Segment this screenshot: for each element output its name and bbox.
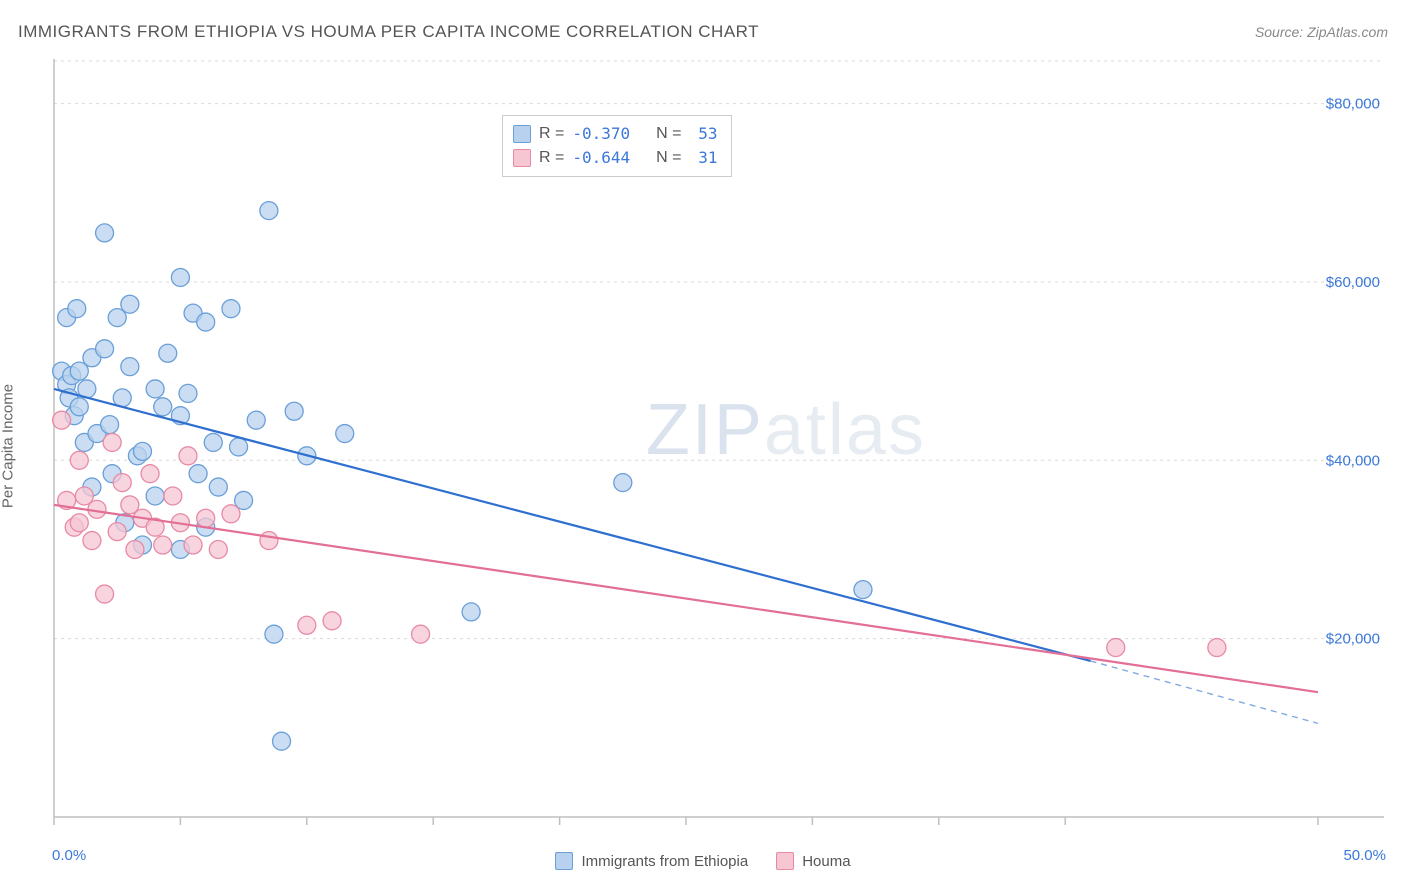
svg-text:$20,000: $20,000: [1326, 631, 1380, 648]
legend-swatch: [555, 852, 573, 870]
legend-label: Houma: [802, 853, 850, 870]
svg-text:$80,000: $80,000: [1326, 96, 1380, 113]
y-axis-label: Per Capita Income: [0, 384, 17, 508]
stats-row: R = -0.370 N = 53: [513, 122, 717, 146]
legend-item: Immigrants from Ethiopia: [555, 852, 748, 870]
r-value: -0.370: [572, 122, 630, 146]
n-label: N =: [656, 122, 681, 146]
legend-swatch: [776, 852, 794, 870]
n-label: N =: [656, 146, 681, 170]
legend-item: Houma: [776, 852, 850, 870]
r-label: R =: [539, 146, 564, 170]
n-value: 31: [689, 146, 717, 170]
legend-label: Immigrants from Ethiopia: [581, 853, 748, 870]
svg-text:$40,000: $40,000: [1326, 452, 1380, 469]
n-value: 53: [689, 122, 717, 146]
legend-bottom: Immigrants from Ethiopia Houma: [0, 852, 1406, 870]
stats-row: R = -0.644 N = 31: [513, 146, 717, 170]
r-value: -0.644: [572, 146, 630, 170]
plot-area: $20,000$40,000$60,000$80,000 ZIPatlas R …: [50, 55, 1388, 837]
stats-swatch: [513, 125, 531, 143]
title-row: IMMIGRANTS FROM ETHIOPIA VS HOUMA PER CA…: [18, 22, 1388, 42]
source-label: Source: ZipAtlas.com: [1255, 24, 1388, 40]
r-label: R =: [539, 122, 564, 146]
stats-swatch: [513, 149, 531, 167]
svg-text:$60,000: $60,000: [1326, 274, 1380, 291]
chart-title: IMMIGRANTS FROM ETHIOPIA VS HOUMA PER CA…: [18, 22, 759, 42]
stats-legend-box: R = -0.370 N = 53 R = -0.644 N = 31: [502, 115, 732, 177]
